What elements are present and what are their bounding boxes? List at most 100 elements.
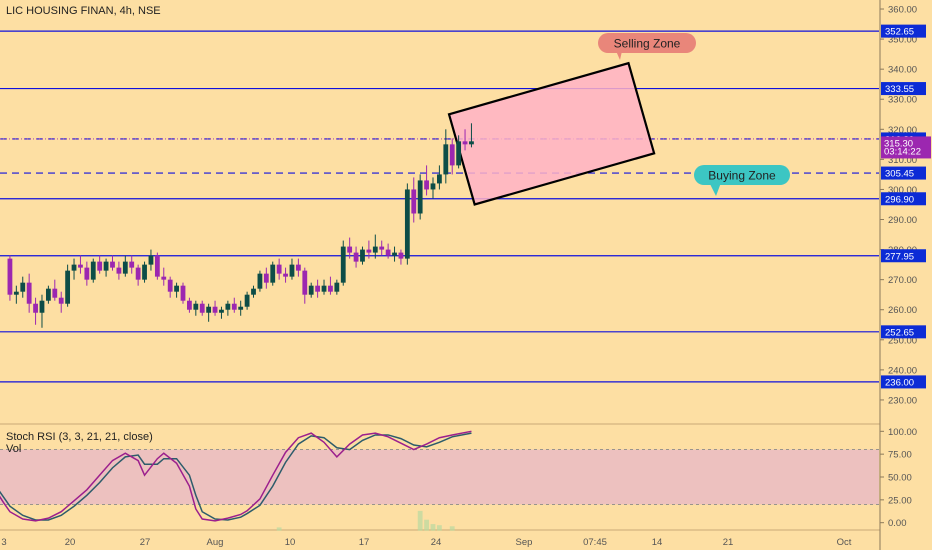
candle-body <box>52 288 58 298</box>
candle-body <box>302 270 308 295</box>
candle-body <box>379 246 385 250</box>
level-tag-bg <box>881 375 926 389</box>
price-tick-label: 270.00 <box>888 275 917 286</box>
time-tick-label: 27 <box>140 537 151 548</box>
candle-body <box>295 264 301 271</box>
indicator-tick-label: 100.00 <box>888 427 917 438</box>
time-tick-label: Aug <box>207 537 224 548</box>
candle-body <box>110 261 115 268</box>
selling-zone-box[interactable] <box>447 61 656 206</box>
candle-body <box>122 261 128 274</box>
candle-body <box>276 264 282 274</box>
level-tag-bg <box>881 325 926 339</box>
candle-body <box>315 285 321 292</box>
time-tick-label: Oct <box>837 537 852 548</box>
level-tag-bg <box>881 192 926 206</box>
price-tick-label: 260.00 <box>888 305 917 316</box>
candle-body <box>424 180 429 190</box>
candle-body <box>263 273 269 283</box>
level-tag-bg <box>881 82 926 96</box>
level-tag-bg <box>881 249 926 263</box>
price-axis[interactable]: 360.00 350.00 340.00 330.00 320.00 310.00 300.… <box>880 5 931 407</box>
candle-body <box>193 303 199 310</box>
candle-body <box>308 285 314 295</box>
bar-countdown: 03:14:22 <box>884 146 921 157</box>
buying-callout-bubble <box>694 165 790 185</box>
price-tick-label: 240.00 <box>888 365 917 376</box>
candle-body <box>142 264 147 280</box>
candle-body <box>328 285 333 292</box>
callouts-layer: Selling Zone Buying Zone <box>598 33 790 196</box>
candle-body <box>244 294 250 307</box>
stoch-rsi-pane: Stoch RSI (3, 3, 21, 21, close)Vol 100.00… <box>0 427 917 531</box>
indicator-tick-label: 75.00 <box>888 450 912 461</box>
candle-body <box>65 270 71 304</box>
indicator-tick-label: 0.00 <box>888 518 907 529</box>
candle-body <box>417 180 423 214</box>
candle-body <box>13 291 19 295</box>
candle-body <box>7 258 13 295</box>
candle-body <box>225 303 231 310</box>
price-tick-label: 330.00 <box>888 95 917 106</box>
buying-zone-label: Buying Zone <box>708 169 776 183</box>
indicator-tick-label: 25.00 <box>888 495 912 506</box>
time-tick-label: 21 <box>723 537 734 548</box>
candle-body <box>26 282 32 304</box>
candle-body <box>58 297 64 304</box>
candle-body <box>33 303 38 313</box>
candle-body <box>161 276 167 280</box>
time-tick-label: 24 <box>431 537 442 548</box>
candle-body <box>334 282 340 292</box>
horizontal-levels[interactable] <box>0 30 879 383</box>
selling-zone-rectangle[interactable] <box>447 61 656 206</box>
candle-body <box>437 174 442 184</box>
price-tick-label: 320.00 <box>888 125 917 136</box>
candle-body <box>78 264 83 268</box>
level-tag-277.95: 277.95 <box>885 251 914 262</box>
candle-body <box>270 264 276 283</box>
stoch-rsi-k-line <box>0 430 472 522</box>
indicator-tick-label: 50.00 <box>888 473 912 484</box>
level-tag-333.55: 333.55 <box>885 84 914 95</box>
indicator-title: Stoch RSI (3, 3, 21, 21, close) <box>6 431 153 443</box>
candle-body <box>238 306 244 310</box>
time-tick-label: 3 <box>1 537 6 548</box>
candle-body <box>398 252 404 259</box>
time-tick-label: 10 <box>285 537 296 548</box>
candle-body <box>462 141 468 145</box>
candle-body <box>443 144 449 175</box>
time-tick-label: 20 <box>65 537 76 548</box>
level-tag-296.90: 296.90 <box>885 194 914 205</box>
volume-label: Vol <box>6 443 21 455</box>
level-tag-352.65: 352.65 <box>885 27 914 38</box>
candle-body <box>251 288 256 295</box>
candle-body <box>206 306 212 313</box>
candle-body <box>283 273 288 277</box>
candle-body <box>321 285 327 292</box>
candle-body <box>187 300 192 310</box>
volume-bar <box>430 524 436 531</box>
candle-body <box>180 285 186 301</box>
candle-body <box>366 249 372 253</box>
candle-body <box>411 189 417 214</box>
time-tick-label: 14 <box>652 537 663 548</box>
candle-body <box>385 249 391 256</box>
price-tick-label: 340.00 <box>888 65 917 76</box>
price-tick-label: 350.00 <box>888 35 917 46</box>
candle-body <box>360 249 365 262</box>
level-tag-305.45: 305.45 <box>885 169 914 180</box>
candle-body <box>167 279 173 292</box>
candle-body <box>39 300 45 313</box>
candle-body <box>392 252 397 256</box>
volume-bar <box>437 525 442 531</box>
candle-body <box>430 183 436 190</box>
time-axis[interactable]: 3 20 27 Aug 10 17 24 Sep 07:45 14 21 Oct <box>1 537 851 548</box>
price-tick-label: 310.00 <box>888 155 917 166</box>
candle-body <box>212 306 218 313</box>
time-tick-label: 07:45 <box>583 537 607 548</box>
candle-body <box>404 189 410 259</box>
candle-body <box>154 255 160 277</box>
candle-body <box>90 261 96 280</box>
level-tag-236.00: 236.00 <box>885 377 914 388</box>
